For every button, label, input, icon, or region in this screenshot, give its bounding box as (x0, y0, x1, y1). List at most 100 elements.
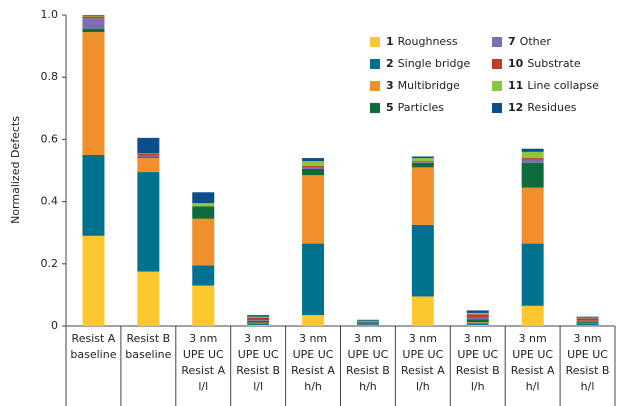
bar-segment (82, 235, 105, 326)
legend-key: 12 (508, 101, 523, 114)
bar-segment (302, 161, 325, 166)
bar-segment (247, 320, 270, 323)
bar-segment (247, 325, 270, 326)
bar-segment (521, 148, 544, 152)
bar-segment (137, 137, 160, 154)
bar-segment (521, 162, 544, 188)
legend-label: 11 Line collapse (508, 79, 599, 92)
x-tick-label: h/l (526, 380, 540, 393)
bar-segment (466, 319, 489, 323)
legend-swatch (492, 81, 502, 91)
bar-segment (302, 168, 325, 176)
legend-label: 1 Roughness (386, 35, 458, 48)
bar-segment (411, 224, 434, 297)
y-tick-label: 0.8 (41, 70, 59, 83)
legend-swatch (370, 37, 380, 47)
x-tick-label: Resist A (511, 364, 555, 377)
x-tick-label: Resist A (291, 364, 335, 377)
x-tick-label: UPE UC (238, 348, 279, 361)
bar-segment (521, 151, 544, 159)
legend-name: Line collapse (527, 79, 599, 92)
bar-segment (82, 15, 105, 16)
x-tick-label: UPE UC (512, 348, 553, 361)
legend-name: Single bridge (398, 57, 471, 70)
x-tick-label: UPE UC (567, 348, 608, 361)
legend-swatch (370, 59, 380, 69)
y-tick-label: 0.4 (41, 195, 59, 208)
bar-segment (356, 322, 379, 324)
x-tick-label: UPE UC (183, 348, 224, 361)
bar-segment (466, 322, 489, 324)
x-tick-label: Resist B (456, 364, 500, 377)
legend-label: 7 Other (508, 35, 551, 48)
bar-segment (247, 316, 270, 318)
bar-segment (247, 320, 270, 321)
legend-swatch (492, 59, 502, 69)
legend-swatch (492, 37, 502, 47)
bar-segment (411, 156, 434, 159)
x-tick-label: 3 nm (409, 332, 437, 345)
x-tick-label: UPE UC (457, 348, 498, 361)
bar-segment (521, 159, 544, 163)
bar-segment (247, 315, 270, 317)
bar-segment (466, 310, 489, 313)
legend-label: 5 Particles (386, 101, 444, 114)
bar-segment (521, 243, 544, 306)
bar-segment (356, 319, 379, 321)
bar-segment (466, 317, 489, 320)
bar-segment (192, 265, 215, 286)
y-tick-label: 0.6 (41, 132, 59, 145)
bar-segment (82, 28, 105, 33)
x-tick-label: 3 nm (573, 332, 601, 345)
legend-key: 11 (508, 79, 523, 92)
bar-segment (82, 32, 105, 155)
bar-segment (302, 175, 325, 244)
legend-name: Other (520, 35, 552, 48)
legend-key: 3 (386, 79, 394, 92)
x-tick-label: 3 nm (299, 332, 327, 345)
bar-segment (192, 206, 215, 219)
bar-segment (411, 167, 434, 225)
x-tick-label: h/h (359, 380, 377, 393)
bar-segment (356, 320, 379, 322)
legend-key: 10 (508, 57, 524, 70)
legend-key: 1 (386, 35, 394, 48)
bar-segment (521, 158, 544, 160)
bar-segment (576, 317, 599, 319)
bar-segment (466, 323, 489, 326)
legend-swatch (370, 81, 380, 91)
bar-segment (192, 285, 215, 326)
bar-segment (137, 172, 160, 272)
bar-segment (576, 316, 599, 318)
x-tick-label: Resist B (126, 332, 170, 345)
bar-segment (82, 154, 105, 236)
bar-segment (82, 15, 105, 17)
bar-segment (411, 161, 434, 163)
bar-segment (192, 203, 215, 207)
x-tick-label: UPE UC (348, 348, 389, 361)
x-tick-label: Resist A (181, 364, 225, 377)
bar-segment (302, 165, 325, 168)
legend: 1 Roughness 2 Single bridge 3 Multibridge 5 Par… (370, 35, 599, 114)
legend-swatch (492, 103, 502, 113)
bar-segment (411, 296, 434, 326)
legend-swatch (370, 103, 380, 113)
legend-label: 2 Single bridge (386, 57, 470, 70)
bar-segment (411, 158, 434, 162)
x-tick-label: Resist B (566, 364, 610, 377)
x-tick-label: l/l (253, 380, 263, 393)
bar-segment (247, 322, 270, 324)
bar-segment (137, 158, 160, 173)
bar-segment (137, 157, 160, 159)
legend-name: Roughness (398, 35, 458, 48)
legend-label: 12 Residues (508, 101, 577, 114)
bar-segment (576, 321, 599, 323)
bar-segment (302, 243, 325, 316)
bar-segment (411, 162, 434, 163)
y-axis-label: Normalized Defects (9, 116, 22, 224)
bar-segment (82, 16, 105, 19)
bar-segment (137, 271, 160, 326)
legend-name: Particles (398, 101, 445, 114)
x-tick-label: l/h (471, 380, 485, 393)
